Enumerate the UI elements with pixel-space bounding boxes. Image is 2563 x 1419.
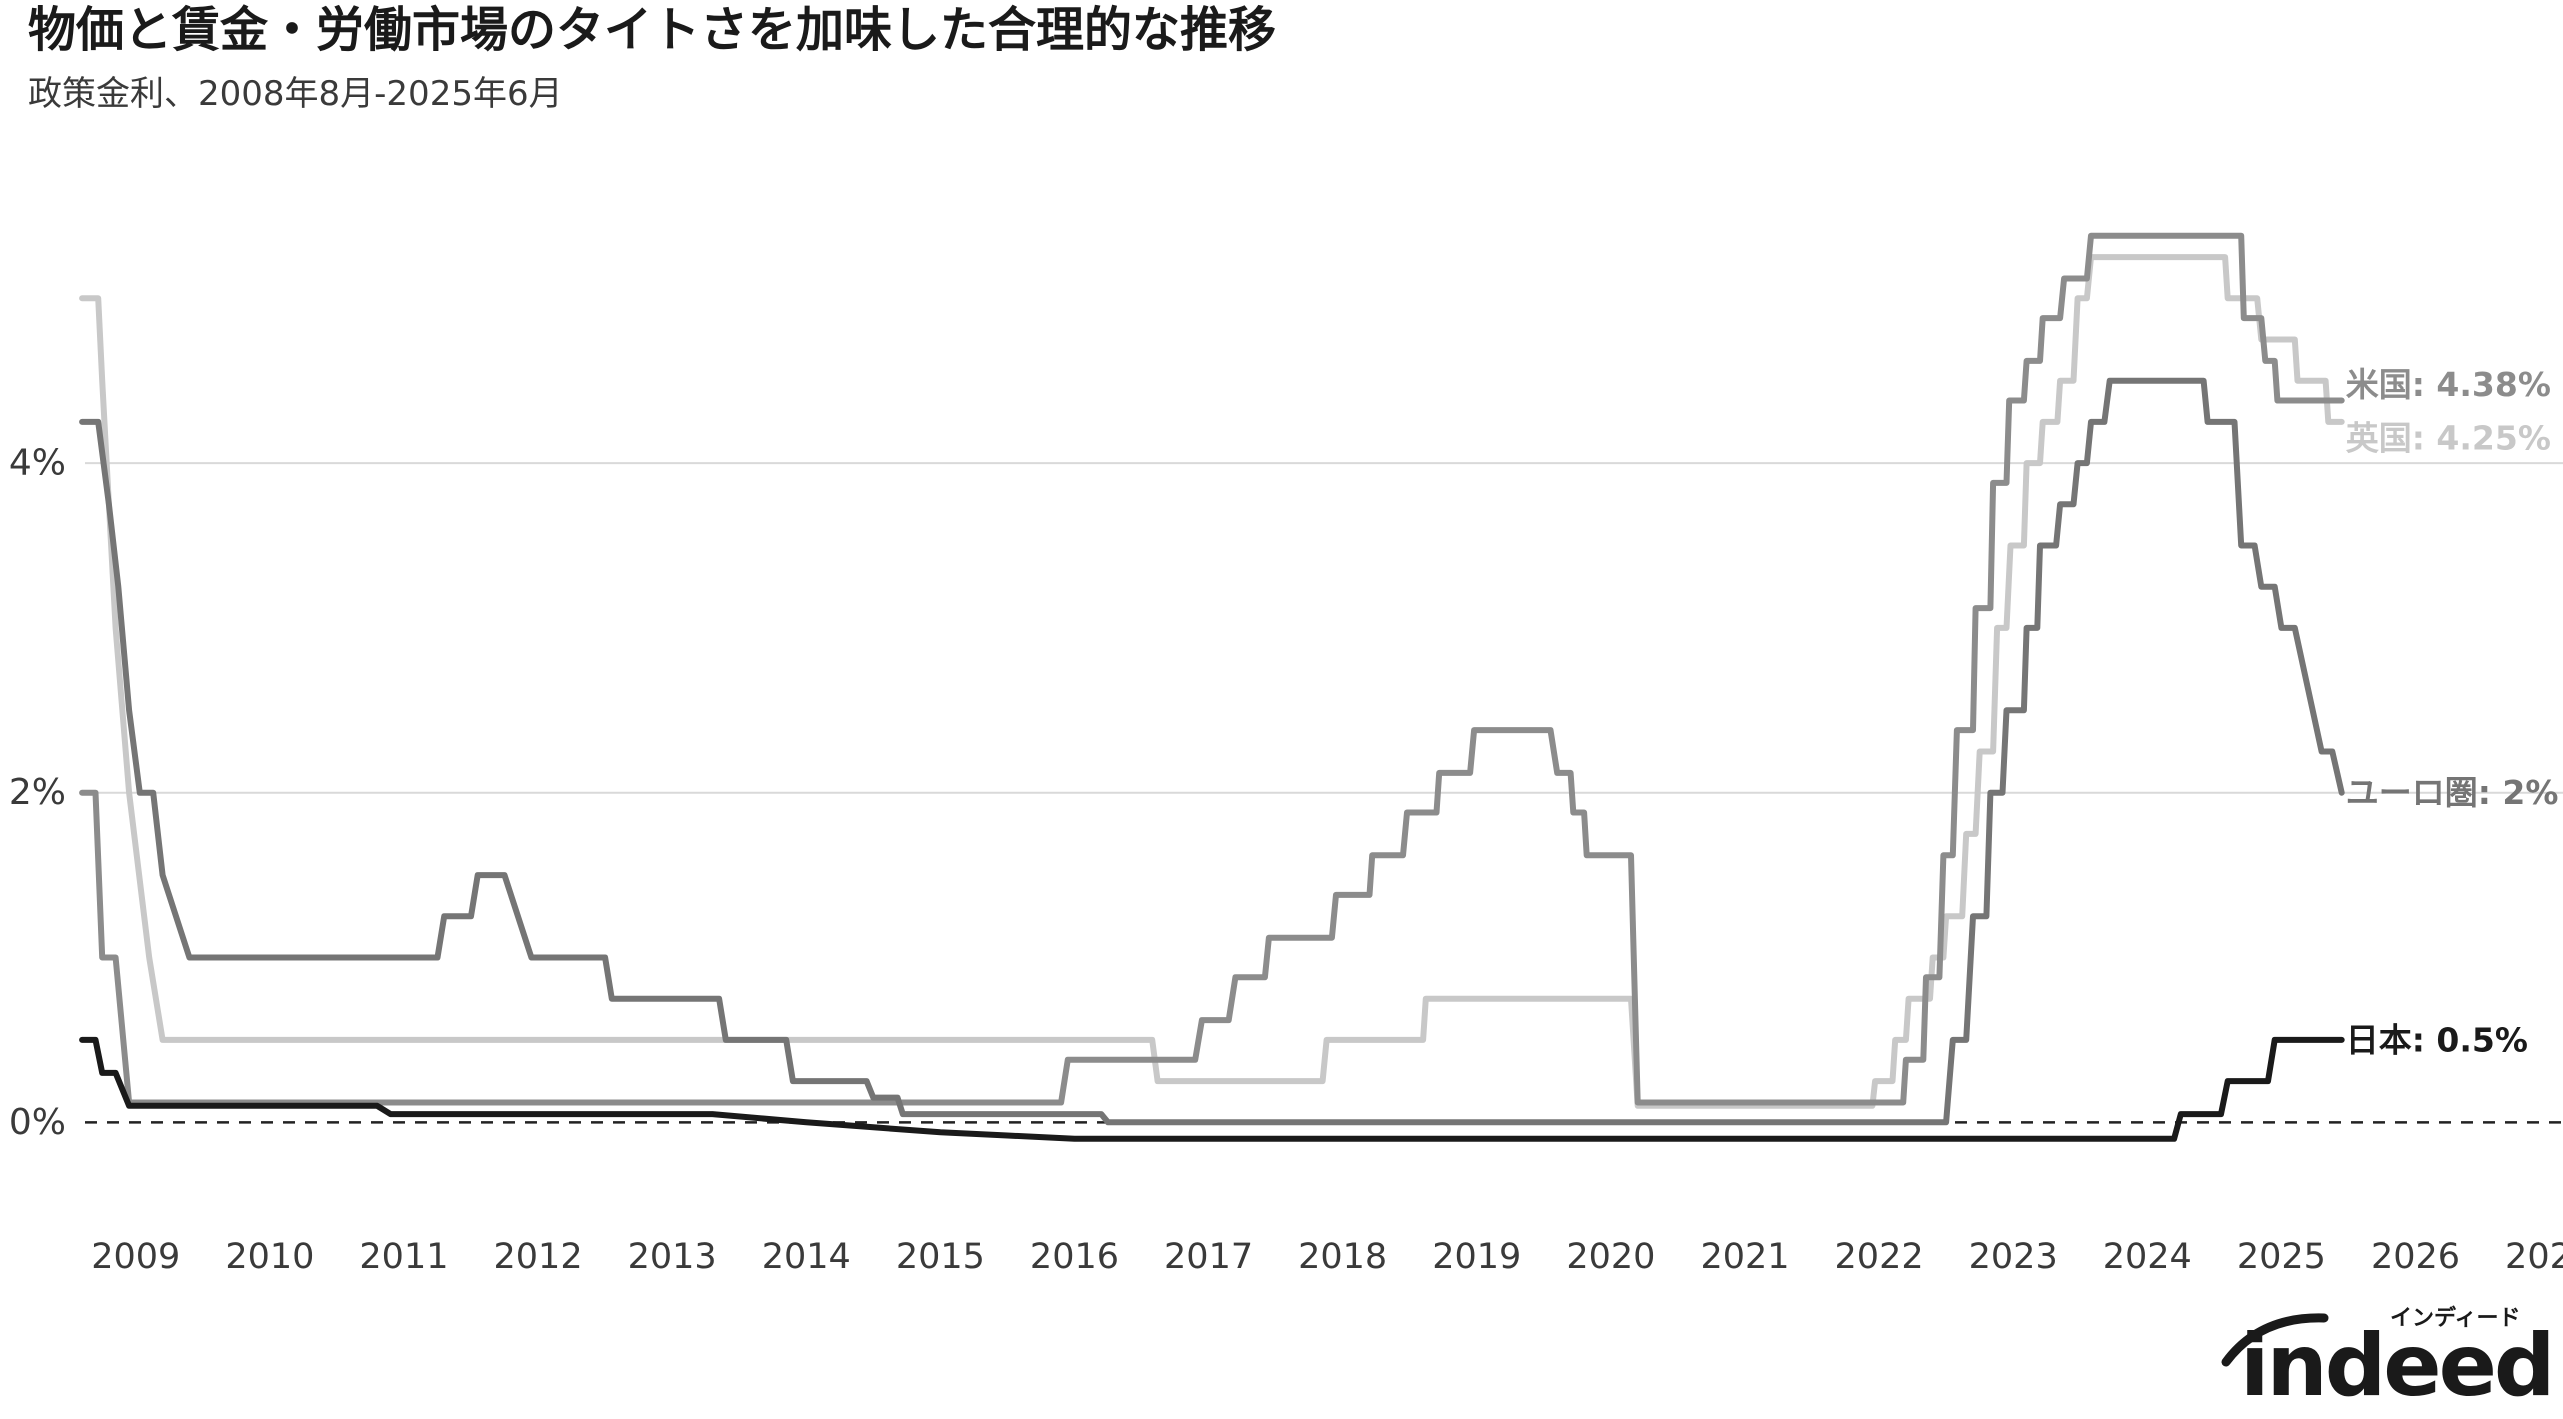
chart-subtitle: 政策金利、2008年8月-2025年6月: [28, 74, 563, 114]
x-tick-label: 2015: [896, 1237, 985, 1277]
y-tick-label: 0%: [9, 1102, 66, 1143]
y-axis-ticks: 0% 2% 4%: [9, 443, 66, 1143]
series-lines: [79, 232, 2345, 1142]
x-tick-label: 2024: [2103, 1237, 2192, 1277]
y-tick-label: 4%: [9, 443, 66, 484]
logo-word: indeed: [2240, 1316, 2555, 1416]
x-tick-label: 2019: [1432, 1237, 1521, 1277]
x-tick-label: 2022: [1835, 1237, 1924, 1277]
logo-kana: インディード: [2390, 1306, 2521, 1331]
line-chart: 2009 2010 2011 2012 2013 2014 2015 2016 2017 2018…: [9, 232, 2563, 1277]
chart-title: 物価と賃金・労働市場のタイトさを加味した合理的な推移: [28, 2, 1277, 58]
x-axis-ticks: 2009 2010 2011 2012 2013 2014 2015 2016 2017 2018…: [91, 1237, 2563, 1277]
x-tick-label: 2010: [225, 1237, 314, 1277]
indeed-logo: インディード indeed: [2220, 1300, 2555, 1418]
series-label-euro: ユーロ圏: 2%: [2346, 773, 2559, 812]
x-tick-label: 2021: [1700, 1237, 1789, 1277]
x-tick-label: 2026: [2371, 1237, 2460, 1277]
series-line-euro: [79, 377, 2345, 1126]
x-tick-label: 2025: [2237, 1237, 2326, 1277]
series-line-uk: [79, 254, 2345, 1109]
series-label-us: 米国: 4.38%: [2346, 365, 2551, 404]
logo-arc-icon: [2221, 1313, 2329, 1367]
x-tick-label: 2011: [359, 1237, 448, 1277]
series-line-japan: [79, 1036, 2345, 1142]
x-tick-label: 2014: [762, 1237, 851, 1277]
x-tick-label: 2027: [2505, 1237, 2563, 1277]
x-tick-label: 2013: [628, 1237, 717, 1277]
x-tick-label: 2012: [494, 1237, 583, 1277]
x-tick-label: 2009: [91, 1237, 180, 1277]
gridlines: [85, 462, 2563, 1124]
series-label-japan: 日本: 0.5%: [2346, 1020, 2528, 1059]
series-end-labels: 英国: 4.25% 米国: 4.38% ユーロ圏: 2% 日本: 0.5%: [2346, 365, 2559, 1059]
series-label-uk: 英国: 4.25%: [2346, 418, 2551, 457]
x-tick-label: 2016: [1030, 1237, 1119, 1277]
x-tick-label: 2018: [1298, 1237, 1387, 1277]
x-tick-label: 2017: [1164, 1237, 1253, 1277]
series-line-us: [79, 232, 2345, 1106]
y-tick-label: 2%: [9, 772, 66, 813]
x-tick-label: 2023: [1969, 1237, 2058, 1277]
x-tick-label: 2020: [1566, 1237, 1655, 1277]
